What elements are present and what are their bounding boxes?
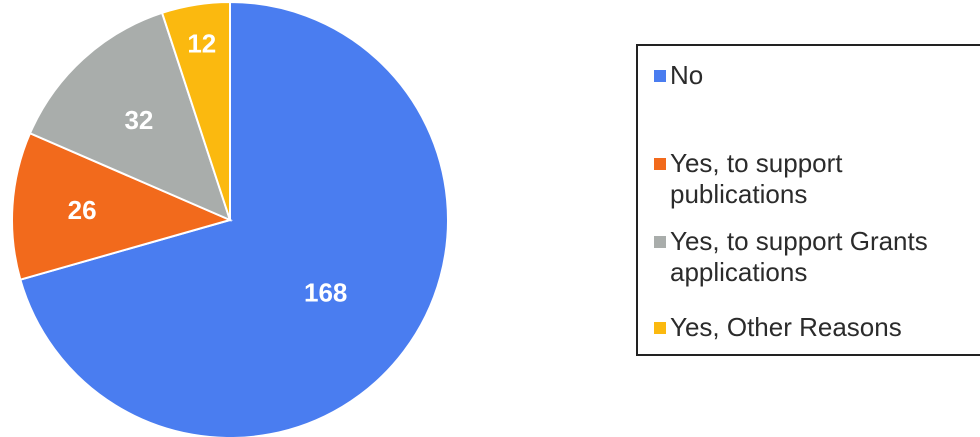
- legend-swatch-no: [654, 70, 666, 82]
- pie-slice-no: [19, 0, 449, 437]
- pie-slice-other: [160, 0, 231, 221]
- legend-label-grants-line1: Yes, to support Grants: [670, 226, 928, 256]
- pie-slices: [11, 0, 449, 437]
- legend-label-grants-line2: applications: [670, 257, 808, 287]
- legend-label-no: No: [670, 60, 704, 90]
- legend-item-publications: Yes, to support publications: [654, 148, 843, 210]
- chart-legend: No Yes, to support publications Yes, to …: [636, 44, 980, 356]
- legend-label-publications-line2: publications: [670, 179, 808, 209]
- pie-labels: 168 26 32 12: [68, 28, 348, 307]
- legend-swatch-grants: [654, 236, 666, 248]
- legend-item-other: Yes, Other Reasons: [654, 312, 902, 343]
- legend-item-no: No: [654, 60, 703, 91]
- legend-label-other: Yes, Other Reasons: [670, 312, 902, 342]
- legend-swatch-publications: [654, 158, 666, 170]
- pie-value-label-no: 168: [304, 277, 347, 307]
- pie-chart: 168 26 32 12: [11, 0, 449, 437]
- pie-value-label-grants: 32: [124, 105, 153, 135]
- pie-value-label-publications: 26: [68, 195, 97, 225]
- legend-label-publications-line1: Yes, to support: [670, 148, 843, 178]
- pie-value-label-other: 12: [187, 28, 216, 58]
- legend-item-grants: Yes, to support Grants applications: [654, 226, 928, 288]
- pie-slice-grants: [28, 11, 232, 222]
- legend-swatch-other: [654, 322, 666, 334]
- pie-slice-publications: [11, 131, 233, 281]
